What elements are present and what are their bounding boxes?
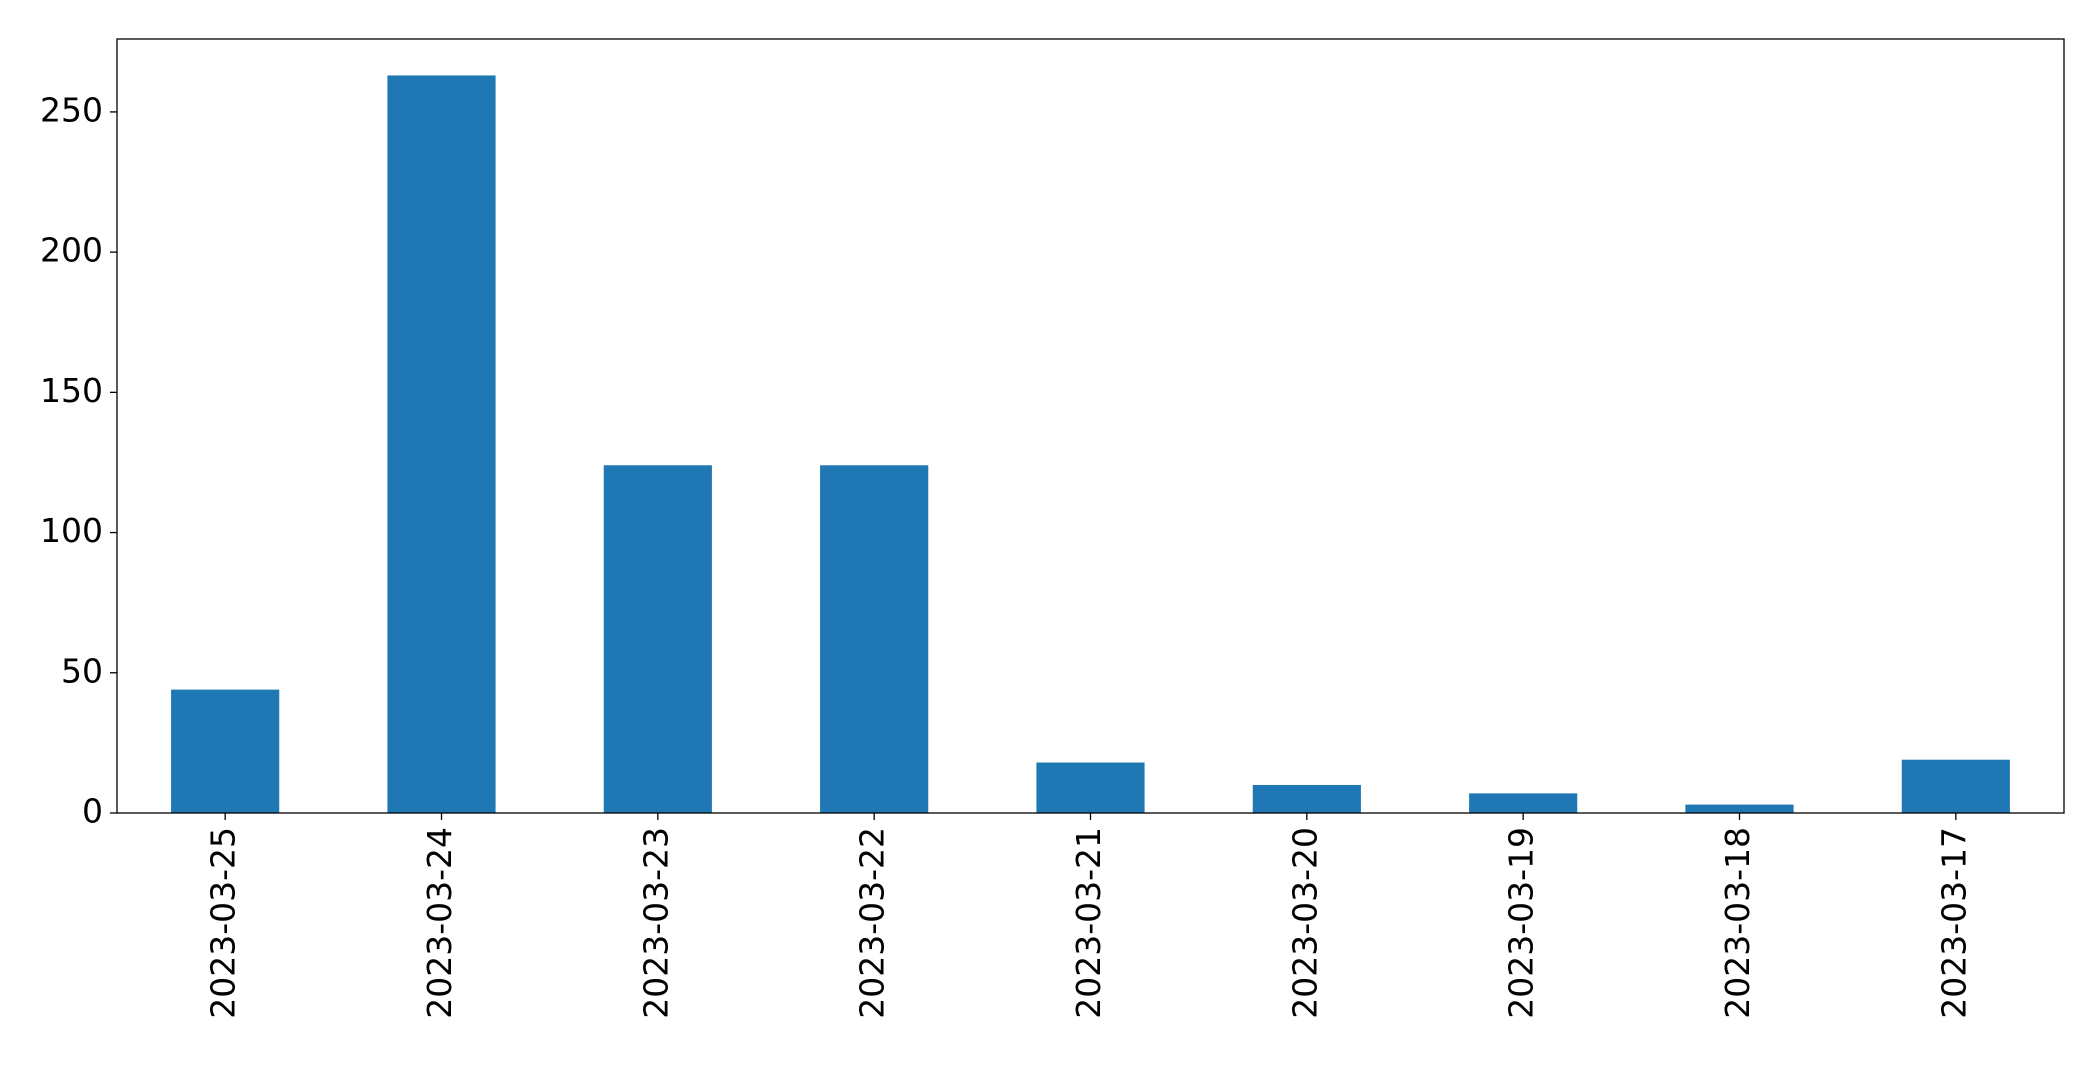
y-tick-label: 100 — [40, 511, 103, 550]
x-tick-label: 2023-03-23 — [636, 827, 675, 1019]
y-tick-label: 50 — [61, 651, 103, 690]
bar — [1252, 784, 1361, 813]
bar — [1469, 793, 1578, 813]
x-tick-label: 2023-03-19 — [1502, 827, 1541, 1019]
x-tick-label: 2023-03-21 — [1069, 827, 1108, 1019]
bar — [1685, 804, 1794, 813]
y-tick-label: 150 — [40, 371, 103, 410]
y-tick-label: 200 — [40, 231, 103, 270]
x-tick-label: 2023-03-22 — [853, 827, 892, 1019]
x-tick-label: 2023-03-18 — [1718, 827, 1757, 1019]
bar — [603, 465, 712, 813]
y-tick-label: 0 — [82, 792, 103, 831]
plot-frame — [116, 38, 2065, 814]
bar — [820, 465, 929, 813]
x-tick-label: 2023-03-20 — [1285, 827, 1324, 1019]
x-tick-label: 2023-03-24 — [420, 827, 459, 1019]
bar — [1036, 762, 1145, 813]
x-tick-label: 2023-03-17 — [1934, 827, 1973, 1019]
x-tick-label: 2023-03-25 — [204, 827, 243, 1019]
bar — [171, 689, 280, 813]
bar — [387, 75, 496, 813]
y-tick-label: 250 — [40, 90, 103, 129]
bar — [1901, 759, 2010, 813]
